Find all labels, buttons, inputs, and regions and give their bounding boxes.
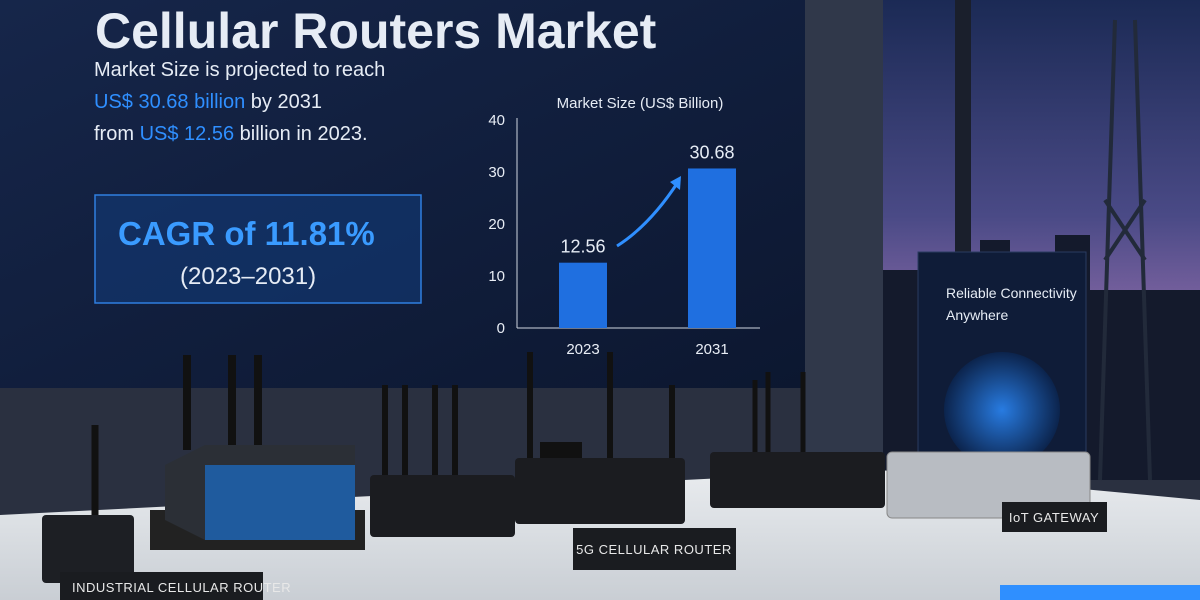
cagr: CAGR of 11.81% [118,215,375,252]
panel-text: Reliable Connectivity [946,285,1077,301]
product-label: 5G CELLULAR ROUTER [576,542,732,557]
text: from [94,123,134,145]
product-label: INDUSTRIAL CELLULAR ROUTER [72,580,291,595]
arrow-head [670,176,681,190]
text: by 2031 [251,91,322,113]
projection-line: from US$ 12.56 billion in 2023. [94,123,368,145]
highlight: US$ 12.56 [140,123,235,145]
y-tick-label: 0 [497,320,505,337]
projection-line: Market Size is projected to reach [94,59,385,81]
panel-text: Anywhere [946,307,1008,323]
projection-line: US$ 30.68 billion by 2031 [94,91,322,113]
y-tick-label: 30 [488,164,505,181]
screen-title: Cellular Routers Market [95,3,657,59]
label-plate [1002,502,1107,532]
highlight: US$ 30.68 billion [94,91,245,113]
x-tick-label: 2031 [695,341,728,358]
data-label: 12.56 [560,237,605,257]
growth-arrow [616,181,680,248]
y-tick-label: 40 [488,112,505,129]
bar [688,168,736,328]
chart-title: Market Size (US$ Billion) [557,95,724,112]
globe [944,352,1060,468]
label-plate [60,572,263,600]
product-label: IoT GATEWAY [1009,510,1099,525]
bar [559,262,607,328]
routers [42,352,1091,583]
cagr-period: (2023–2031) [180,263,316,290]
text: billion in 2023. [240,123,368,145]
y-tick-label: 20 [488,216,505,233]
x-tick-label: 2023 [566,341,599,358]
y-tick-label: 10 [488,268,505,285]
table-light [1000,585,1200,600]
label-plate [573,528,736,570]
cagr-box [94,194,422,304]
data-label: 30.68 [689,142,734,162]
tower [1098,19,1152,481]
pillar [805,0,883,470]
